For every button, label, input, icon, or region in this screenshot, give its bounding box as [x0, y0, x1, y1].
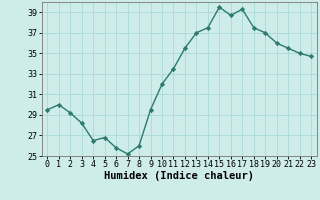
- X-axis label: Humidex (Indice chaleur): Humidex (Indice chaleur): [104, 171, 254, 181]
